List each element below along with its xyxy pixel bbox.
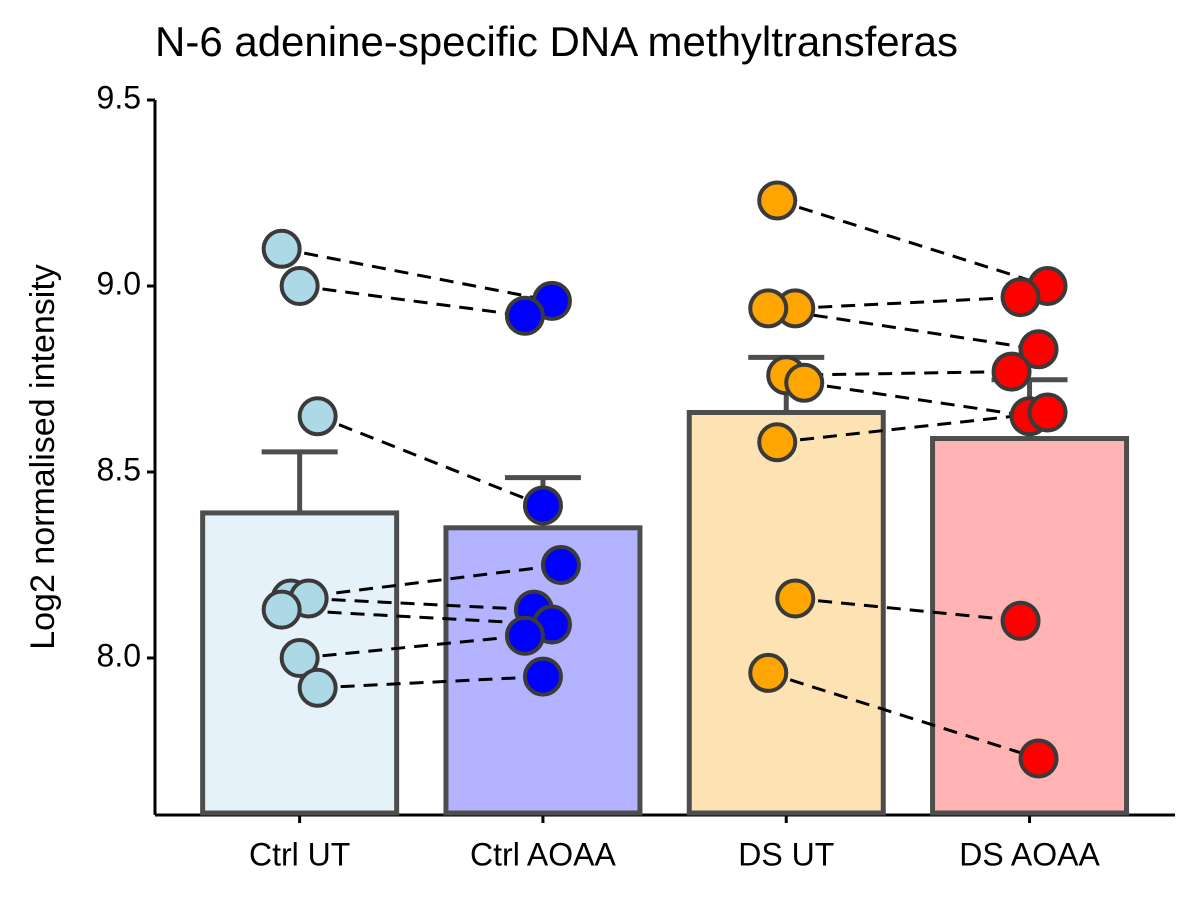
x-tick-label: DS UT bbox=[738, 836, 834, 872]
data-point bbox=[1000, 600, 1041, 641]
pair-line bbox=[786, 370, 1012, 377]
y-tick-label: 9.5 bbox=[97, 79, 141, 115]
data-point bbox=[261, 589, 302, 630]
data-point bbox=[775, 578, 816, 619]
data-point bbox=[540, 545, 581, 586]
data-point bbox=[757, 422, 798, 463]
data-point bbox=[784, 362, 825, 403]
data-point bbox=[757, 180, 798, 221]
pair-line bbox=[281, 247, 553, 303]
y-tick-label: 9.0 bbox=[97, 265, 141, 301]
data-point bbox=[504, 615, 545, 656]
pair-line bbox=[317, 414, 544, 507]
pair-line bbox=[308, 596, 535, 612]
pair-line bbox=[299, 634, 526, 660]
data-point bbox=[522, 656, 563, 697]
chart-title: N-6 adenine-specific DNA methyltransfera… bbox=[155, 18, 958, 65]
data-point bbox=[297, 667, 338, 708]
pair-line bbox=[767, 671, 1040, 760]
pair-line bbox=[795, 295, 1021, 310]
data-point bbox=[279, 266, 320, 307]
data-point bbox=[504, 295, 545, 336]
pair-line bbox=[804, 381, 1030, 418]
data-point bbox=[261, 228, 302, 269]
data-point bbox=[297, 396, 338, 437]
x-tick-label: Ctrl UT bbox=[249, 836, 350, 872]
pair-line bbox=[317, 675, 544, 690]
data-point bbox=[1000, 277, 1041, 318]
data-point bbox=[1027, 392, 1068, 433]
data-point bbox=[1018, 738, 1059, 779]
data-point bbox=[991, 351, 1032, 392]
data-point bbox=[279, 638, 320, 679]
x-tick-label: Ctrl AOAA bbox=[470, 836, 616, 872]
bar bbox=[200, 510, 400, 816]
data-point bbox=[522, 485, 563, 526]
pair-line bbox=[776, 199, 1049, 288]
y-tick-label: 8.5 bbox=[97, 451, 141, 487]
data-point bbox=[748, 288, 789, 329]
data-point bbox=[748, 652, 789, 693]
y-axis-title: Log2 normalised intensity bbox=[24, 264, 62, 650]
pair-line bbox=[795, 596, 1021, 623]
pair-line bbox=[299, 284, 526, 318]
data-point bbox=[1018, 329, 1059, 370]
y-tick-label: 8.0 bbox=[97, 637, 141, 673]
x-tick-label: DS AOAA bbox=[959, 836, 1100, 872]
